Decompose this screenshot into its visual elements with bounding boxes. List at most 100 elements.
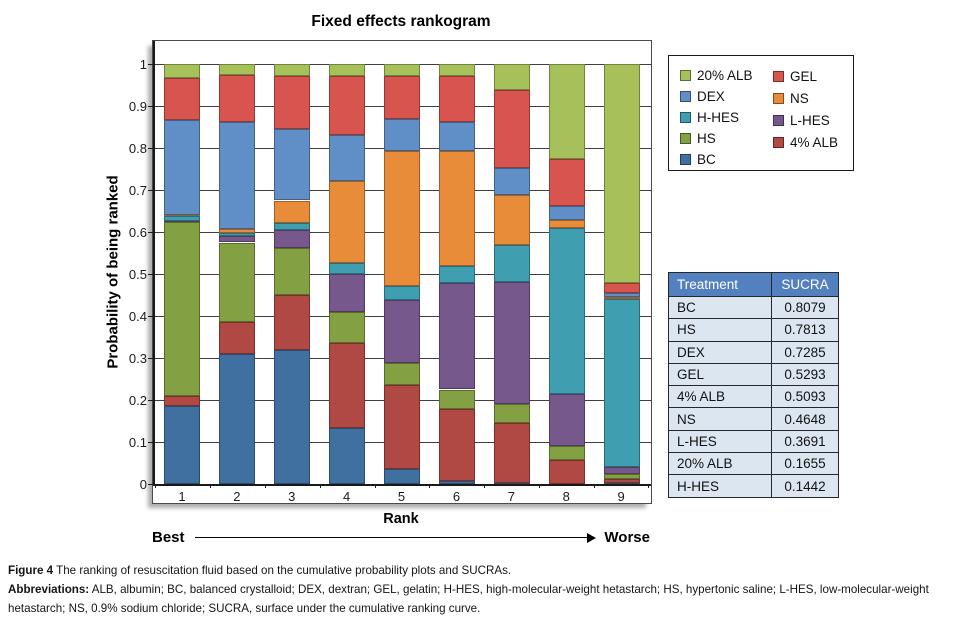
- bar-segment-dex: [164, 119, 201, 216]
- legend-swatch-icon: [680, 133, 691, 144]
- bar-segment-20-alb: [438, 64, 475, 76]
- y-tick-mark: [148, 190, 153, 191]
- y-tick-label: 0.8: [128, 140, 147, 156]
- y-tick-mark: [148, 442, 153, 443]
- bar-segment-bc: [274, 350, 311, 484]
- treatment-cell: GEL: [668, 362, 772, 387]
- y-tick-mark: [148, 106, 153, 107]
- caption-line-1: Figure 4 The ranking of resuscitation fl…: [8, 562, 946, 581]
- bar-segment-4-alb: [219, 322, 256, 354]
- bar-segment-hs: [219, 242, 256, 323]
- legend-swatch-icon: [773, 92, 784, 104]
- bar-segment-dex: [493, 168, 530, 196]
- bar-segment-l-hes: [438, 283, 475, 390]
- x-tick-mark: [429, 484, 431, 488]
- x-tick-label: 6: [452, 489, 461, 504]
- bar-segment-l-hes: [548, 393, 585, 447]
- bar-segment-dex: [603, 293, 640, 297]
- plot-area: 0 0.1 0.2 0.3 0.4 0.5 0.6 0.7 0.8 0.9 1 1 2 3 4 5 6 7 8 9: [129, 40, 652, 504]
- table-row: HS 0.7813: [668, 318, 840, 342]
- bar-segment-ns: [384, 150, 420, 286]
- bar-segment-hs: [493, 404, 530, 424]
- legend-label: HS: [697, 131, 716, 146]
- figure-label: Figure 4: [8, 564, 54, 577]
- table-row: GEL 0.5293: [668, 362, 840, 387]
- y-tick-label: 0.6: [128, 224, 147, 240]
- sucra-cell: 0.4648: [770, 407, 840, 431]
- bar-segment-ns: [329, 180, 366, 263]
- legend-item-dex: DEX: [680, 86, 773, 107]
- legend-swatch-icon: [773, 114, 784, 126]
- bar-segment-4-alb: [438, 409, 475, 481]
- bar-segment-20-alb: [164, 64, 201, 78]
- bar-segment-h-hes: [603, 299, 640, 468]
- x-axis-title: Rank: [383, 511, 419, 527]
- table-row: L-HES 0.3691: [668, 429, 840, 454]
- sucra-cell: 0.7285: [770, 340, 840, 364]
- legend-item-l-hes: L-HES: [773, 109, 838, 131]
- y-tick-mark: [148, 400, 153, 401]
- bar-segment-gel: [548, 158, 585, 206]
- bar-segment-h-hes: [329, 262, 366, 274]
- legend-item-4-alb: 4% ALB: [773, 132, 838, 154]
- bar-segment-ns: [548, 220, 585, 228]
- legend-label: 20% ALB: [697, 68, 753, 83]
- bar-segment-dex: [438, 122, 475, 151]
- chart-title: Fixed effects rankogram: [311, 13, 491, 30]
- worse-label: Worse: [604, 529, 650, 546]
- sucra-cell: 0.5093: [770, 385, 840, 409]
- legend-swatch-icon: [773, 70, 784, 82]
- treatment-cell: 4% ALB: [668, 385, 772, 409]
- bar-segment-bc: [603, 483, 640, 485]
- x-tick-mark: [484, 484, 486, 488]
- table-header-treatment: Treatment: [668, 272, 772, 297]
- bar-segment-h-hes: [548, 227, 585, 394]
- y-tick-label: 0.4: [128, 308, 147, 324]
- table-header-row: Treatment SUCRA: [668, 272, 840, 297]
- legend-swatch-icon: [680, 70, 691, 81]
- y-tick-label: 0.1: [128, 434, 147, 450]
- y-tick-mark: [148, 484, 153, 485]
- bar-segment-l-hes: [384, 300, 420, 364]
- x-tick-mark: [319, 484, 321, 488]
- y-tick-label: 0.9: [128, 98, 147, 114]
- figure-text: The ranking of resuscitation fluid based…: [53, 564, 512, 577]
- bar-segment-hs: [274, 247, 311, 295]
- bar-segment-4-alb: [493, 423, 530, 484]
- sucra-cell: 0.3691: [770, 429, 840, 454]
- x-tick-mark: [209, 484, 211, 488]
- table-row: 4% ALB 0.5093: [668, 385, 840, 409]
- bar-segment-h-hes: [274, 222, 311, 230]
- bar-segment-l-hes: [219, 236, 256, 243]
- best-label: Best: [152, 529, 185, 546]
- treatment-cell: DEX: [668, 340, 772, 364]
- bar-segment-hs: [548, 446, 585, 461]
- sucra-cell: 0.1655: [770, 452, 840, 476]
- bar-segment-gel: [219, 74, 256, 122]
- treatment-cell: H-HES: [668, 474, 772, 498]
- bar-segment-h-hes: [384, 285, 420, 301]
- y-tick-label: 0.5: [128, 266, 147, 282]
- bar-segment-hs: [438, 389, 475, 410]
- y-tick-mark: [148, 64, 153, 65]
- bar-segment-l-hes: [493, 282, 530, 405]
- bar-segment-20-alb: [493, 64, 530, 91]
- right-arrow-icon: [194, 533, 597, 542]
- abbreviations-label: Abbreviations:: [8, 582, 90, 596]
- bar-segment-gel: [384, 75, 420, 120]
- y-tick-mark: [148, 148, 153, 149]
- legend-label: 4% ALB: [790, 135, 839, 151]
- y-tick-label: 0: [139, 476, 147, 492]
- bar-segment-dex: [274, 129, 311, 201]
- bar-segment-l-hes: [164, 220, 201, 222]
- bar-segment-20-alb: [274, 64, 311, 76]
- legend-swatch-icon: [773, 137, 784, 149]
- bar-segment-4-alb: [548, 460, 585, 484]
- bar-segment-dex: [329, 134, 366, 181]
- y-axis-title: Probability of being ranked: [104, 175, 122, 369]
- legend-item-20-alb: 20% ALB: [680, 65, 773, 86]
- bar-segment-l-hes: [329, 274, 366, 312]
- sucra-cell: 0.1442: [770, 474, 840, 498]
- bar-segment-ns: [274, 200, 311, 223]
- bar-segment-4-alb: [329, 343, 366, 429]
